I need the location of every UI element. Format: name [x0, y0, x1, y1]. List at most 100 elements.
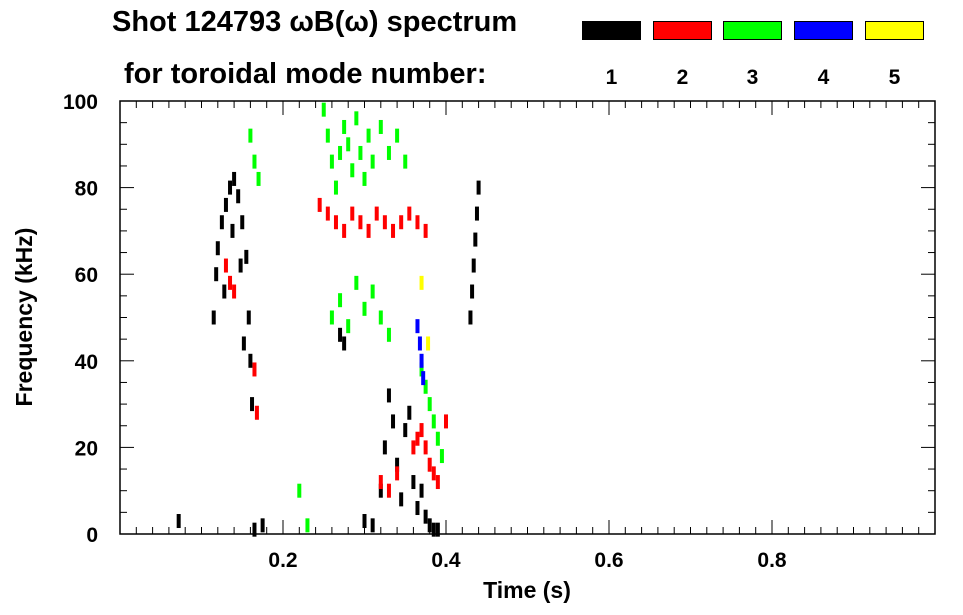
data-point: [346, 137, 351, 152]
data-point: [421, 371, 426, 386]
data-point: [350, 206, 355, 221]
data-point: [250, 397, 255, 412]
data-point: [470, 284, 475, 299]
data-point: [329, 310, 334, 325]
data-point: [260, 518, 265, 533]
series-5: [419, 275, 431, 351]
legend-swatch-4: [794, 21, 853, 40]
data-point: [333, 180, 338, 195]
data-point: [435, 522, 440, 537]
data-point: [403, 423, 408, 438]
series-1: [176, 171, 481, 537]
data-point: [350, 163, 355, 178]
data-point: [439, 449, 444, 464]
data-point: [427, 457, 432, 472]
data-point: [419, 362, 424, 377]
data-point: [329, 154, 334, 169]
data-point: [378, 475, 383, 490]
data-point: [435, 431, 440, 446]
data-point: [423, 223, 428, 238]
data-point: [378, 483, 383, 498]
data-point: [407, 206, 412, 221]
data-point: [399, 215, 404, 230]
data-point: [246, 310, 251, 325]
data-point: [358, 145, 363, 160]
series-2: [223, 197, 448, 498]
y-tick-label: 40: [75, 351, 98, 374]
data-point: [415, 431, 420, 446]
data-point: [476, 180, 481, 195]
data-point: [391, 223, 396, 238]
data-point: [223, 197, 228, 212]
data-point: [248, 353, 253, 368]
legend-label-2: 2: [676, 66, 689, 89]
data-point: [370, 284, 375, 299]
data-point: [228, 180, 233, 195]
legend-swatch-3: [723, 21, 782, 40]
chart-title-line2: for toroidal mode number:: [124, 58, 487, 90]
data-point: [223, 258, 228, 273]
data-point: [419, 353, 424, 368]
data-point: [423, 509, 428, 524]
legend-label-4: 4: [817, 66, 830, 89]
plot-frame: [119, 100, 936, 535]
data-point: [248, 128, 253, 143]
y-tick-label: 20: [75, 437, 98, 460]
data-point: [427, 518, 432, 533]
data-point: [244, 249, 249, 264]
data-point: [366, 128, 371, 143]
data-point: [215, 241, 220, 256]
data-point: [417, 336, 422, 351]
data-point: [362, 301, 367, 316]
data-point: [444, 414, 448, 429]
data-point: [338, 327, 343, 342]
series-4: [415, 319, 426, 386]
legend-label-3: 3: [746, 66, 759, 89]
x-tick-label: 0.2: [268, 549, 297, 572]
legend-swatch-5: [865, 21, 924, 40]
data-point: [346, 319, 351, 334]
data-point: [362, 171, 367, 186]
data-point: [232, 284, 237, 299]
data-point: [468, 310, 473, 325]
data-point: [354, 275, 359, 290]
data-point: [232, 171, 237, 186]
data-point: [228, 275, 233, 290]
data-point: [386, 145, 391, 160]
data-point: [252, 522, 257, 537]
data-point: [415, 319, 420, 334]
y-tick-label: 60: [75, 264, 98, 287]
data-point: [411, 475, 416, 490]
data-point: [362, 514, 367, 529]
data-point: [297, 483, 302, 498]
data-point: [473, 232, 478, 247]
data-point: [366, 223, 371, 238]
data-point: [342, 223, 347, 238]
data-point: [317, 197, 322, 212]
data-point: [419, 483, 424, 498]
data-point: [333, 215, 338, 230]
data-point: [374, 206, 379, 221]
data-point: [240, 215, 245, 230]
data-point: [423, 440, 428, 455]
data-point: [358, 215, 363, 230]
data-point: [435, 475, 440, 490]
data-point: [399, 492, 404, 507]
data-point: [395, 457, 400, 472]
data-point: [222, 284, 227, 299]
data-point: [426, 336, 431, 351]
data-point: [415, 501, 420, 516]
data-point: [378, 119, 383, 134]
data-point: [395, 466, 400, 481]
legend-label-1: 1: [605, 66, 618, 89]
data-point: [386, 483, 391, 498]
data-point: [415, 215, 420, 230]
x-axis-title: Time (s): [483, 577, 571, 603]
data-point: [211, 310, 216, 325]
data-point: [419, 423, 424, 438]
data-point: [238, 258, 243, 273]
data-point: [471, 258, 476, 273]
y-tick-label: 80: [75, 178, 98, 201]
data-point: [214, 267, 219, 282]
legend-label-5: 5: [888, 66, 901, 89]
